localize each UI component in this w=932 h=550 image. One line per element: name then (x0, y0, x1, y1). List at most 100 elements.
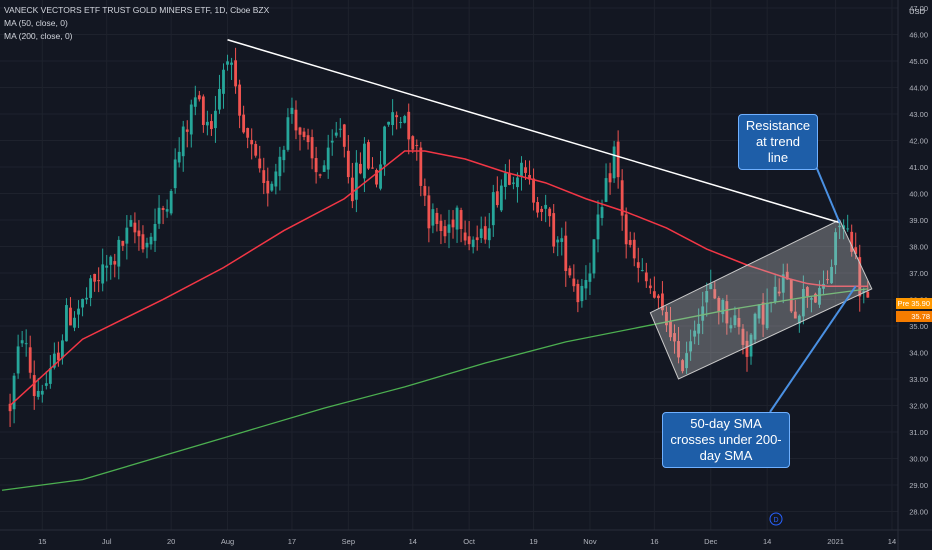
candle-body (842, 225, 846, 229)
candle-body (330, 140, 334, 143)
candle-body (56, 352, 60, 361)
candle-body (826, 279, 829, 281)
candle-body (65, 305, 68, 342)
candle-body (40, 390, 44, 395)
candle-body (326, 147, 330, 170)
candle-body (350, 177, 354, 202)
candle-body (395, 115, 399, 118)
time-tick-label: Oct (463, 537, 476, 546)
dividend-marker-label: D (773, 517, 778, 524)
candle-body (805, 287, 809, 297)
time-tick-label: 20 (167, 537, 175, 546)
candle-body (491, 192, 495, 226)
ma200-line (1, 288, 868, 491)
candle-body (503, 173, 507, 187)
candle-body (226, 61, 229, 65)
candle-body (121, 240, 125, 246)
candle-body (185, 129, 189, 132)
candle-body (685, 353, 688, 369)
price-tick-label: 31.00 (909, 428, 928, 437)
candle-body (36, 390, 40, 397)
candle-body (588, 273, 592, 282)
time-tick-label: 14 (409, 537, 417, 546)
price-tick-label: 41.00 (909, 163, 928, 172)
candle-body (576, 283, 580, 303)
candle-body (600, 207, 604, 218)
candle-body (242, 114, 246, 133)
symbol-title[interactable]: VANECK VECTORS ETF TRUST GOLD MINERS ETF… (4, 5, 270, 15)
price-tick-label: 29.00 (909, 481, 928, 490)
candle-body (858, 257, 862, 297)
candle-body (391, 112, 395, 126)
candle-body (16, 346, 20, 374)
chart-legend: VANECK VECTORS ETF TRUST GOLD MINERS ETF… (4, 4, 269, 43)
candle-body (189, 104, 193, 135)
candle-body (101, 264, 105, 284)
candle-body (451, 219, 455, 228)
candle-body (793, 311, 797, 319)
candle-body (548, 208, 552, 217)
candle-body (93, 273, 97, 282)
time-tick-label: 14 (763, 537, 771, 546)
price-tick-label: 28.00 (909, 507, 928, 516)
price-tick-label: 45.00 (909, 57, 928, 66)
candle-body (415, 145, 419, 147)
price-tick-label: 37.00 (909, 269, 928, 278)
candle-body (165, 209, 169, 212)
candle-body (507, 172, 511, 185)
candle-body (673, 333, 676, 342)
candle-body (866, 291, 870, 298)
candle-body (48, 368, 52, 384)
candle-body (777, 291, 781, 294)
candle-body (89, 278, 93, 298)
dividend-marker-icon[interactable] (769, 512, 783, 526)
time-tick-label: Jul (102, 537, 112, 546)
candle-body (681, 360, 684, 372)
candle-body (701, 306, 705, 321)
candle-body (173, 159, 177, 189)
candle-body (471, 239, 475, 248)
price-tick-label: 44.00 (909, 83, 928, 92)
ma50-legend[interactable]: MA (50, close, 0) (4, 18, 68, 28)
candle-body (20, 340, 24, 344)
candle-body (24, 343, 28, 345)
candle-body (709, 283, 713, 290)
ma200-legend[interactable]: MA (200, close, 0) (4, 31, 73, 41)
candle-body (648, 285, 652, 289)
candle-body (302, 131, 306, 138)
candle-body (797, 315, 801, 324)
candle-body (105, 265, 109, 268)
candle-body (314, 158, 318, 173)
candle-body (12, 375, 16, 410)
candle-body (334, 132, 338, 136)
candle-body (580, 285, 584, 302)
candle-body (475, 237, 479, 241)
candle-body (129, 220, 133, 227)
candle-body (661, 293, 664, 311)
price-tick-label: 39.00 (909, 216, 928, 225)
candle-body (157, 207, 161, 224)
candle-body (250, 139, 254, 145)
candle-body (44, 383, 48, 386)
candle-body (850, 231, 854, 252)
candle-body (8, 403, 12, 412)
candle-body (238, 84, 242, 116)
candle-body (528, 174, 531, 180)
candle-body (628, 240, 632, 245)
candle-body (117, 239, 121, 267)
candle-body (665, 311, 668, 326)
candle-body (97, 280, 101, 282)
candle-body (310, 137, 314, 159)
price-tick-label: 46.00 (909, 30, 928, 39)
candle-body (342, 124, 346, 147)
candle-body (145, 242, 149, 248)
candle-body (298, 127, 302, 135)
candle-body (77, 308, 80, 315)
price-tick-label: 34.00 (909, 348, 928, 357)
candle-body (141, 234, 145, 250)
last-price: 35.78 (911, 312, 930, 321)
candle-body (640, 270, 644, 272)
price-axis: 28.00 29.00 30.00 31.00 32.00 33.00 34.00 35.00… (909, 4, 928, 517)
time-tick-label: Nov (583, 537, 597, 546)
